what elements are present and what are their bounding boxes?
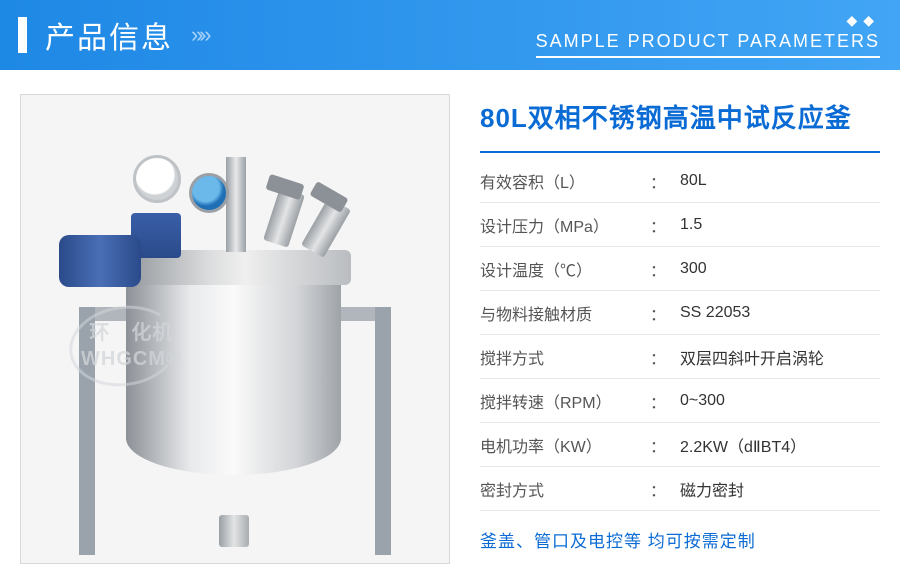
spec-row: 搅拌转速（RPM）：0~300 — [480, 379, 880, 423]
watermark: 环 化机 WHGCM® — [81, 320, 182, 372]
bottom-port — [219, 515, 249, 547]
diamond-icon: ◆◆ — [536, 12, 880, 29]
pressure-gauge-icon — [133, 155, 181, 203]
spec-colon: ： — [650, 213, 680, 237]
spec-value: SS 22053 — [680, 304, 880, 322]
agitator-shaft — [226, 157, 246, 252]
spec-row: 密封方式：磁力密封 — [480, 467, 880, 511]
spec-colon: ： — [650, 301, 680, 325]
header-right: ◆◆ SAMPLE PRODUCT PARAMETERS — [536, 12, 880, 58]
spec-row: 设计压力（MPa）：1.5 — [480, 203, 880, 247]
header-bar: 产品信息 »» ◆◆ SAMPLE PRODUCT PARAMETERS — [0, 0, 900, 70]
spec-value: 磁力密封 — [680, 477, 880, 501]
spec-label: 搅拌转速（RPM） — [480, 389, 650, 413]
spec-value: 双层四斜叶开启涡轮 — [680, 345, 880, 369]
spec-label: 搅拌方式 — [480, 345, 650, 369]
customization-note: 釜盖、管口及电控等 均可按需定制 — [480, 527, 880, 552]
chevron-right-icon: »» — [191, 22, 207, 48]
spec-value: 1.5 — [680, 216, 880, 234]
spec-label: 设计压力（MPa） — [480, 213, 650, 237]
spec-label: 设计温度（℃） — [480, 257, 650, 281]
motor — [59, 235, 141, 287]
spec-row: 与物料接触材质：SS 22053 — [480, 291, 880, 335]
spec-value: 80L — [680, 172, 880, 190]
spec-value: 2.2KW（dⅡBT4） — [680, 433, 880, 457]
frame-leg-right — [375, 307, 391, 555]
header-left: 产品信息 »» — [0, 0, 207, 70]
spec-colon: ： — [650, 257, 680, 281]
header-title-cn: 产品信息 — [45, 13, 173, 57]
header-accent-bar — [18, 17, 27, 53]
product-photo: 环 化机 WHGCM® — [20, 94, 450, 564]
content-area: 环 化机 WHGCM® 80L双相不锈钢高温中试反应釜 有效容积（L）：80L设… — [0, 70, 900, 564]
product-title: 80L双相不锈钢高温中试反应釜 — [480, 98, 880, 153]
spec-panel: 80L双相不锈钢高温中试反应釜 有效容积（L）：80L设计压力（MPa）：1.5… — [480, 94, 880, 564]
spec-row: 电机功率（KW）：2.2KW（dⅡBT4） — [480, 423, 880, 467]
spec-row: 搅拌方式：双层四斜叶开启涡轮 — [480, 335, 880, 379]
transmitter-icon — [189, 173, 229, 213]
spec-colon: ： — [650, 389, 680, 413]
spec-label: 电机功率（KW） — [480, 433, 650, 457]
spec-row: 有效容积（L）：80L — [480, 159, 880, 203]
spec-value: 300 — [680, 260, 880, 278]
spec-colon: ： — [650, 169, 680, 193]
header-subtitle-en: SAMPLE PRODUCT PARAMETERS — [536, 31, 880, 58]
spec-row: 设计温度（℃）：300 — [480, 247, 880, 291]
spec-colon: ： — [650, 345, 680, 369]
spec-colon: ： — [650, 477, 680, 501]
spec-colon: ： — [650, 433, 680, 457]
spec-value: 0~300 — [680, 392, 880, 410]
spec-table: 有效容积（L）：80L设计压力（MPa）：1.5设计温度（℃）：300与物料接触… — [480, 159, 880, 511]
spec-label: 有效容积（L） — [480, 169, 650, 193]
spec-label: 密封方式 — [480, 477, 650, 501]
spec-label: 与物料接触材质 — [480, 301, 650, 325]
